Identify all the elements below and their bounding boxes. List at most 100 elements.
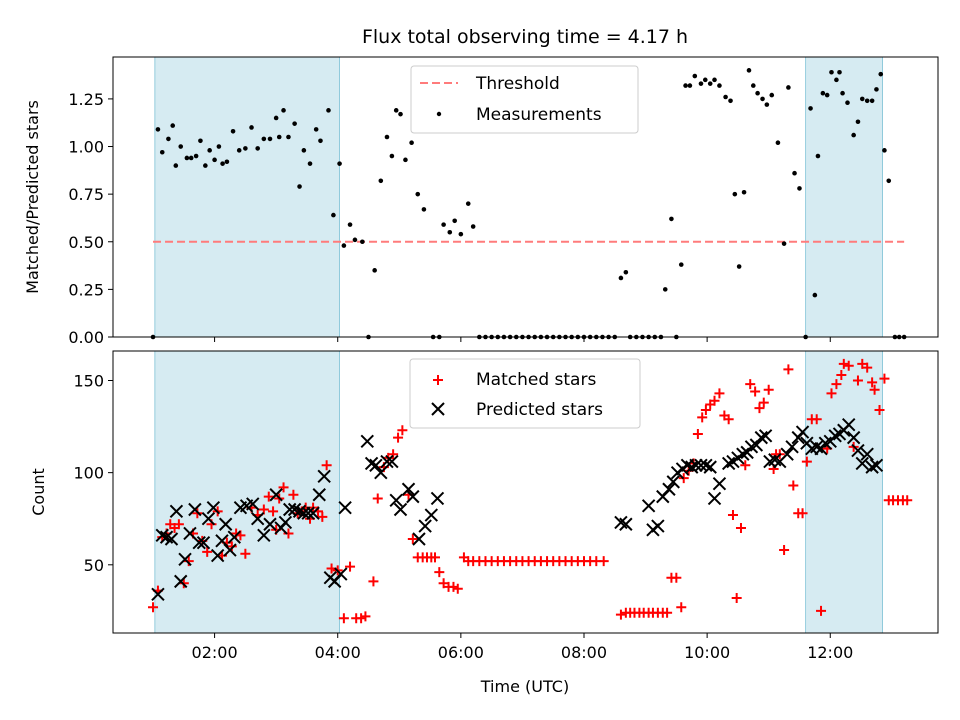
- predicted-star-point: [810, 440, 824, 454]
- bottom-y-tick-label: 150: [73, 371, 104, 390]
- measurement-point: [441, 222, 446, 227]
- matched-star-point: [429, 552, 440, 563]
- matched-star-point: [816, 605, 827, 616]
- top-y-tick-label: 1.00: [68, 138, 104, 157]
- measurement-point: [775, 140, 781, 146]
- measurement-point: [173, 163, 179, 168]
- matched-star-point: [735, 522, 746, 533]
- predicted-star-point: [869, 458, 884, 472]
- matched-star-point: [226, 541, 237, 552]
- measurement-point: [403, 157, 408, 163]
- measurement-point: [829, 69, 834, 75]
- matched-star-point: [874, 404, 885, 415]
- measurement-point: [755, 90, 760, 96]
- matched-star-point: [692, 428, 703, 439]
- measurement-point: [389, 153, 395, 159]
- top-y-tick-label: 0.25: [68, 280, 104, 299]
- predicted-star-point: [218, 517, 233, 531]
- measurement-point: [878, 71, 884, 77]
- matched-star-point: [788, 480, 799, 491]
- measurement-point: [249, 125, 254, 130]
- predicted-star-point: [338, 500, 352, 515]
- matched-star-point: [801, 456, 812, 467]
- measurement-point: [352, 237, 358, 243]
- top-shaded-region: [154, 56, 340, 338]
- matched-star-point: [879, 373, 890, 384]
- legend-matched-swatch: [433, 375, 443, 385]
- predicted-star-point: [196, 535, 211, 550]
- measurement-point: [337, 161, 342, 166]
- measurement-point: [741, 189, 747, 195]
- measurement-point: [837, 69, 842, 75]
- measurement-point: [255, 146, 260, 151]
- matched-star-point: [368, 576, 379, 587]
- legend-measurements-swatch: [436, 111, 442, 117]
- legend-measurements-label: Measurements: [476, 105, 602, 125]
- matched-star-point: [714, 388, 725, 399]
- measurement-point: [184, 155, 190, 161]
- measurement-point: [331, 212, 336, 218]
- measurement-point: [384, 134, 390, 140]
- measurement-point: [869, 98, 875, 104]
- matched-star-point: [345, 561, 356, 572]
- matched-star-point: [278, 482, 289, 493]
- measurement-point: [886, 178, 892, 184]
- predicted-star-point: [380, 454, 394, 469]
- predicted-star-point: [317, 469, 331, 484]
- measurement-point: [728, 98, 733, 104]
- matched-star-point: [283, 528, 294, 539]
- top-legend-box: [410, 65, 639, 134]
- matched-star-point: [745, 379, 756, 390]
- measurement-point: [760, 96, 765, 102]
- measurement-point: [421, 207, 427, 212]
- measurement-point: [687, 83, 693, 88]
- measurement-point: [786, 85, 791, 90]
- predicted-stars-points: [151, 418, 884, 602]
- matched-star-point: [397, 425, 408, 436]
- predicted-star-point: [369, 458, 383, 472]
- measurement-point: [207, 148, 212, 153]
- top-shaded-regions: [154, 56, 883, 338]
- predicted-star-point: [401, 482, 416, 496]
- measurement-point: [815, 153, 821, 159]
- matched-star-point: [758, 397, 769, 408]
- measurement-point: [732, 191, 738, 197]
- measurement-point: [178, 144, 184, 149]
- measurement-point: [692, 73, 698, 79]
- x-tick-label: 12:00: [807, 643, 853, 662]
- predicted-star-point: [851, 443, 865, 458]
- measurement-point: [236, 148, 242, 153]
- predicted-star-point: [754, 430, 769, 445]
- matched-star-point: [288, 489, 299, 500]
- measurement-point: [301, 148, 307, 153]
- matched-star-point: [388, 449, 399, 460]
- measurement-point: [859, 96, 865, 102]
- measurement-point: [662, 287, 668, 292]
- x-tick-label: 06:00: [438, 643, 484, 662]
- measurement-point: [360, 239, 365, 245]
- measurement-point: [307, 161, 313, 166]
- predicted-star-point: [780, 447, 794, 461]
- top-y-ticks: 0.00 0.25 0.50 0.75 1.00 1.25: [68, 90, 113, 347]
- matched-star-point: [763, 384, 774, 395]
- predicted-star-point: [393, 502, 408, 517]
- matched-star-point: [779, 545, 790, 556]
- matched-star-point: [258, 504, 269, 515]
- measurement-point: [683, 83, 688, 88]
- measurement-point: [764, 102, 770, 107]
- measurement-point: [750, 83, 756, 88]
- chart-title: Flux total observing time = 4.17 h: [362, 26, 688, 48]
- measurement-point: [820, 90, 826, 96]
- matched-star-point: [202, 546, 213, 557]
- predicted-star-point: [385, 454, 399, 469]
- measurement-point: [808, 106, 813, 111]
- measurement-point: [220, 161, 225, 166]
- predicted-star-point: [312, 488, 326, 502]
- matched-star-point: [393, 432, 404, 443]
- measurement-point: [267, 136, 273, 142]
- measurement-point: [243, 146, 248, 151]
- top-y-tick-label: 0.75: [68, 185, 104, 204]
- predicted-star-point: [666, 475, 680, 489]
- predicted-star-point: [641, 499, 656, 513]
